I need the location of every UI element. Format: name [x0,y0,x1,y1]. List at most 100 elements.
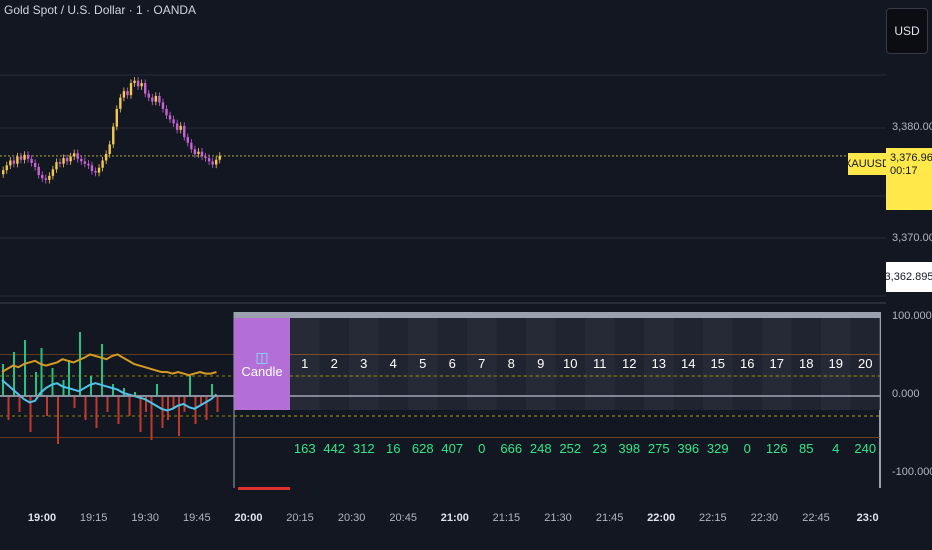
table-header-cell [644,318,674,410]
price-axis-label: 3,380.000 [892,121,932,133]
candle-body [108,144,111,155]
osc-histogram-bar [7,396,10,420]
osc-histogram-bar [211,384,213,396]
candle-icon: ◫ [255,348,269,365]
candle-body [16,156,19,164]
candle-body [119,97,122,109]
osc-histogram-bar [73,396,76,408]
candle-body [122,91,126,98]
candle-body [12,160,16,164]
candle-body [44,178,47,180]
table-top-border [234,312,880,318]
red-marker [238,487,290,490]
table-value-label: 398 [618,441,640,456]
candle-body [19,156,23,160]
candle-body [161,102,165,109]
candle-body [112,126,115,145]
table-header-cell [850,318,880,410]
last-price-value: 3,376.965 [890,152,932,164]
time-axis-label: 22:15 [699,512,727,524]
osc-axis-label: 100.000 [892,310,932,322]
osc-histogram-bar [106,396,109,412]
osc-histogram-bar [150,396,153,440]
candle-body [179,125,182,130]
candle-body [158,95,161,103]
time-axis-label: 19:00 [27,512,57,524]
candle-body [115,108,118,127]
candle-header-cell: ◫ Candle [234,318,290,410]
time-axis-label: 22:45 [802,512,830,524]
table-value-label: 4 [832,441,839,456]
table-value-label: 0 [478,441,485,456]
osc-histogram-bar [178,396,180,436]
time-axis-label: 21:00 [440,512,469,524]
currency-button[interactable]: USD [886,8,928,54]
price-axis-label: 3,370.000 [892,232,932,244]
candle-body [186,137,189,143]
candle-body [41,175,44,179]
table-index-label: 16 [740,356,754,371]
candle-body [197,151,200,155]
table-header-cell [526,318,556,410]
table-header-cell [378,318,408,410]
osc-histogram-bar [46,396,48,416]
table-index-label: 10 [563,356,577,371]
osc-histogram-bar [79,332,81,396]
table-value-label: 628 [412,441,434,456]
osc-histogram-bar [139,396,142,432]
candle-body [151,97,154,102]
osc-histogram-bar [29,396,32,432]
time-axis-label: 20:45 [389,512,417,524]
table-index-label: 2 [331,356,338,371]
candle-body [172,119,175,124]
table-header-cell [791,318,821,410]
candle-body [69,156,72,162]
table-index-label: 17 [770,356,784,371]
table-value-label: 329 [707,441,729,456]
osc-histogram-bar [194,396,197,424]
candle-body [90,165,94,171]
time-axis-label: 21:15 [492,512,521,524]
table-header-cell [467,318,497,410]
table-value-label: 126 [766,441,788,456]
candle-body [37,166,40,176]
candle-body [126,91,129,96]
osc-histogram-bar [18,396,21,412]
table-header-cell [290,318,320,410]
osc-histogram-bar [13,352,15,396]
osc-histogram-bar [90,376,92,396]
table-value-label: 252 [559,441,581,456]
candle-body [62,158,65,164]
table-index-label: 11 [593,356,607,371]
table-index-label: 9 [537,356,544,371]
table-value-label: 163 [294,441,316,456]
table-value-label: 312 [353,441,375,456]
candle-body [129,83,133,96]
candle-body [183,125,186,138]
table-header-cell [496,318,526,410]
candle-body [168,115,172,120]
candle-body [133,80,136,84]
table-header-cell [703,318,733,410]
bar-countdown: 00:17 [890,165,918,177]
table-index-label: 8 [508,356,515,371]
table-index-label: 7 [478,356,485,371]
candle-body [218,155,221,160]
time-axis-label: 22:30 [750,512,779,524]
candle-body [65,158,69,162]
table-index-label: 3 [360,356,367,371]
osc-histogram-bar [134,392,136,396]
candle-body [26,154,30,159]
candle-body [73,153,76,157]
table-index-label: 13 [652,356,666,371]
table-value-label: 23 [593,441,607,456]
osc-histogram-bar [156,384,158,396]
chart-title: Gold Spot / U.S. Dollar · 1 · OANDA [4,3,197,17]
candle-body [9,160,12,166]
table-value-label: 275 [648,441,670,456]
candle-body [51,169,55,176]
candle-body [30,158,33,163]
candle-body [5,165,8,171]
time-axis-label: 19:45 [183,512,211,524]
